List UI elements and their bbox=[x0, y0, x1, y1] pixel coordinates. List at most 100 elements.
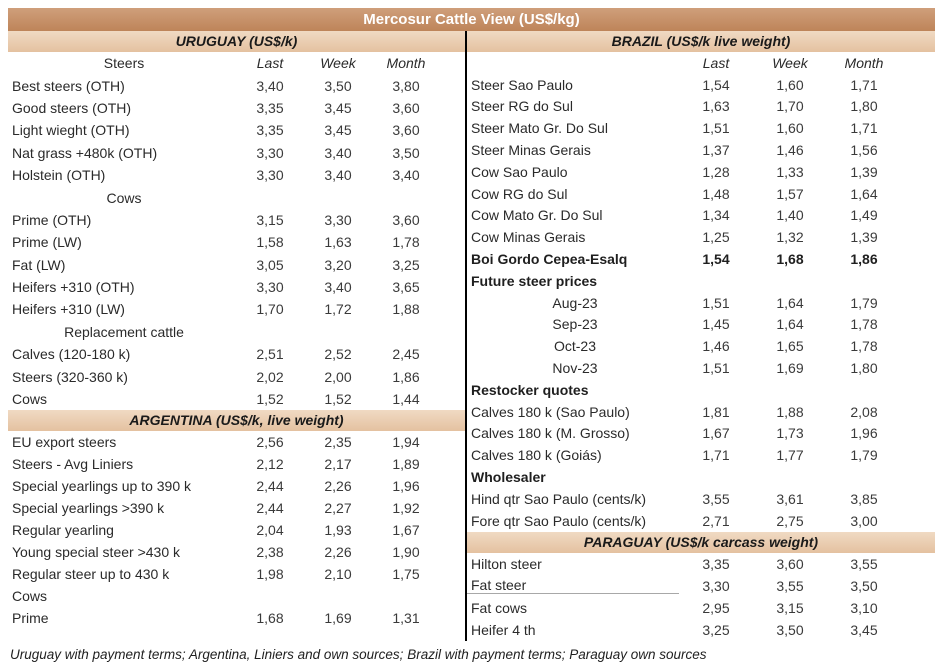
table-row: Holstein (OTH) 3,30 3,40 3,40 bbox=[8, 164, 465, 186]
value-cell: 3,45 bbox=[850, 621, 878, 638]
value-cell: 1,33 bbox=[776, 163, 804, 180]
table-row: Cows 1,52 1,52 1,44 bbox=[8, 388, 465, 410]
value-cell: 2,10 bbox=[324, 566, 352, 583]
table-row: Steers - Avg Liniers 2,12 2,17 1,89 bbox=[8, 453, 465, 475]
value-cell: 1,75 bbox=[392, 566, 420, 583]
value-cell: 2,08 bbox=[850, 403, 878, 420]
row-label: Regular steer up to 430 k bbox=[12, 566, 170, 583]
value-cell: 1,73 bbox=[776, 425, 804, 442]
value-cell: 1,78 bbox=[850, 338, 878, 355]
table-row: Fat (LW) 3,05 3,20 3,25 bbox=[8, 254, 465, 276]
value-cell: 3,40 bbox=[256, 77, 284, 94]
value-cell: 1,90 bbox=[392, 544, 420, 561]
value-cell: 3,45 bbox=[324, 122, 352, 139]
row-label: Young special steer >430 k bbox=[12, 544, 180, 561]
row-label: Special yearlings >390 k bbox=[12, 500, 165, 517]
value-cell: 1,68 bbox=[776, 251, 804, 268]
table-row: Prime (OTH) 3,15 3,30 3,60 bbox=[8, 209, 465, 231]
section-header-paraguay: PARAGUAY (US$/k carcass weight) bbox=[467, 531, 935, 553]
table-row: Best steers (OTH) 3,40 3,50 3,80 bbox=[8, 74, 465, 96]
value-cell: 1,81 bbox=[702, 403, 730, 420]
row-label: Cow Minas Gerais bbox=[471, 229, 586, 246]
value-cell: 1,69 bbox=[776, 360, 804, 377]
value-cell: 1,46 bbox=[702, 338, 730, 355]
table-row: Prime (LW) 1,58 1,63 1,78 bbox=[8, 231, 465, 253]
row-label: Heifers +310 (OTH) bbox=[12, 279, 135, 296]
table-row: Calves 180 k (Goiás) 1,71 1,77 1,79 bbox=[467, 444, 935, 466]
column-divider-line bbox=[465, 31, 467, 641]
value-cell: 1,46 bbox=[776, 142, 804, 159]
row-label: Fore qtr Sao Paulo (cents/k) bbox=[471, 512, 647, 529]
value-cell: 1,96 bbox=[392, 478, 420, 495]
value-cell: 1,70 bbox=[776, 98, 804, 115]
row-label: Nat grass +480k (OTH) bbox=[12, 144, 158, 161]
table-row: Heifer 4 th 3,25 3,50 3,45 bbox=[467, 619, 935, 641]
value-cell: 1,88 bbox=[392, 301, 420, 318]
table-row: Regular steer up to 430 k 1,98 2,10 1,75 bbox=[8, 563, 465, 585]
table-row: Cow RG do Sul 1,48 1,57 1,64 bbox=[467, 183, 935, 205]
table-row: Oct-23 1,46 1,65 1,78 bbox=[467, 335, 935, 357]
table-row: Prime 1,68 1,69 1,31 bbox=[8, 607, 465, 629]
value-cell: 3,45 bbox=[324, 99, 352, 116]
value-cell: 2,26 bbox=[324, 544, 352, 561]
row-label: Steers bbox=[103, 55, 145, 72]
row-label: Wholesaler bbox=[471, 469, 546, 486]
value-cell: Week bbox=[772, 54, 808, 71]
report-title: Mercosur Cattle View (US$/kg) bbox=[8, 8, 935, 31]
value-cell: 1,64 bbox=[776, 294, 804, 311]
row-label: Boi Gordo Cepea-Esalq bbox=[471, 251, 628, 268]
value-cell: 3,50 bbox=[850, 577, 878, 594]
table-row: Steer Sao Paulo 1,54 1,60 1,71 bbox=[467, 74, 935, 96]
value-cell: 1,80 bbox=[850, 98, 878, 115]
table-row: Cow Minas Gerais 1,25 1,32 1,39 bbox=[467, 226, 935, 248]
table-row: Calves 180 k (M. Grosso) 1,67 1,73 1,96 bbox=[467, 423, 935, 445]
value-cell: 2,02 bbox=[256, 368, 284, 385]
value-cell: 3,55 bbox=[850, 555, 878, 572]
value-cell: 1,67 bbox=[702, 425, 730, 442]
table-row: Future steer prices bbox=[467, 270, 935, 292]
table-row: Nat grass +480k (OTH) 3,30 3,40 3,50 bbox=[8, 142, 465, 164]
value-cell: 3,65 bbox=[392, 279, 420, 296]
value-cell: 3,30 bbox=[702, 577, 730, 594]
price-report-sheet: Mercosur Cattle View (US$/kg) URUGUAY (U… bbox=[8, 8, 935, 662]
value-cell: 1,63 bbox=[324, 234, 352, 251]
value-cell: 3,25 bbox=[702, 621, 730, 638]
table-row: Hind qtr Sao Paulo (cents/k) 3,55 3,61 3,85 bbox=[467, 488, 935, 510]
row-label: Steers - Avg Liniers bbox=[12, 456, 134, 473]
value-cell: 3,55 bbox=[702, 490, 730, 507]
value-cell: 1,51 bbox=[702, 294, 730, 311]
row-label: Fat steer bbox=[467, 577, 679, 595]
value-cell: 1,98 bbox=[256, 566, 284, 583]
value-cell: 2,17 bbox=[324, 456, 352, 473]
table-row: Heifers +310 (OTH) 3,30 3,40 3,65 bbox=[8, 276, 465, 298]
value-cell: 2,52 bbox=[324, 346, 352, 363]
value-cell: 1,65 bbox=[776, 338, 804, 355]
row-label: Fat (LW) bbox=[12, 256, 66, 273]
table-row: Special yearlings >390 k 2,44 2,27 1,92 bbox=[8, 497, 465, 519]
row-label: Fat cows bbox=[471, 599, 528, 616]
value-cell: 1,79 bbox=[850, 447, 878, 464]
left-column: URUGUAY (US$/k) Steers Last Week Month Best s… bbox=[8, 31, 465, 641]
section-header-brazil: BRAZIL (US$/k live weight) bbox=[467, 31, 935, 52]
value-cell: 1,68 bbox=[256, 610, 284, 627]
section-uruguay: URUGUAY (US$/k) Steers Last Week Month Best s… bbox=[8, 31, 465, 410]
value-cell: 3,55 bbox=[776, 577, 804, 594]
row-label: Steer Minas Gerais bbox=[471, 142, 591, 159]
value-cell: 3,85 bbox=[850, 490, 878, 507]
value-cell: 3,30 bbox=[256, 167, 284, 184]
table-row: Cows bbox=[8, 186, 465, 208]
value-cell: 3,50 bbox=[324, 77, 352, 94]
table-row: Fat cows 2,95 3,15 3,10 bbox=[467, 597, 935, 619]
value-cell: 1,48 bbox=[702, 185, 730, 202]
value-cell: 1,70 bbox=[256, 301, 284, 318]
column-header-row: Last Week Month bbox=[467, 52, 935, 74]
table-row: Heifers +310 (LW) 1,70 1,72 1,88 bbox=[8, 298, 465, 320]
row-label: Calves 180 k (M. Grosso) bbox=[471, 425, 630, 442]
row-label: Regular yearling bbox=[12, 522, 114, 539]
value-cell: 3,40 bbox=[392, 167, 420, 184]
value-cell: 1,71 bbox=[850, 120, 878, 137]
section-argentina: ARGENTINA (US$/k, live weight) EU export … bbox=[8, 410, 465, 629]
value-cell: 3,60 bbox=[392, 122, 420, 139]
value-cell: 3,30 bbox=[324, 211, 352, 228]
value-cell: 1,39 bbox=[850, 163, 878, 180]
